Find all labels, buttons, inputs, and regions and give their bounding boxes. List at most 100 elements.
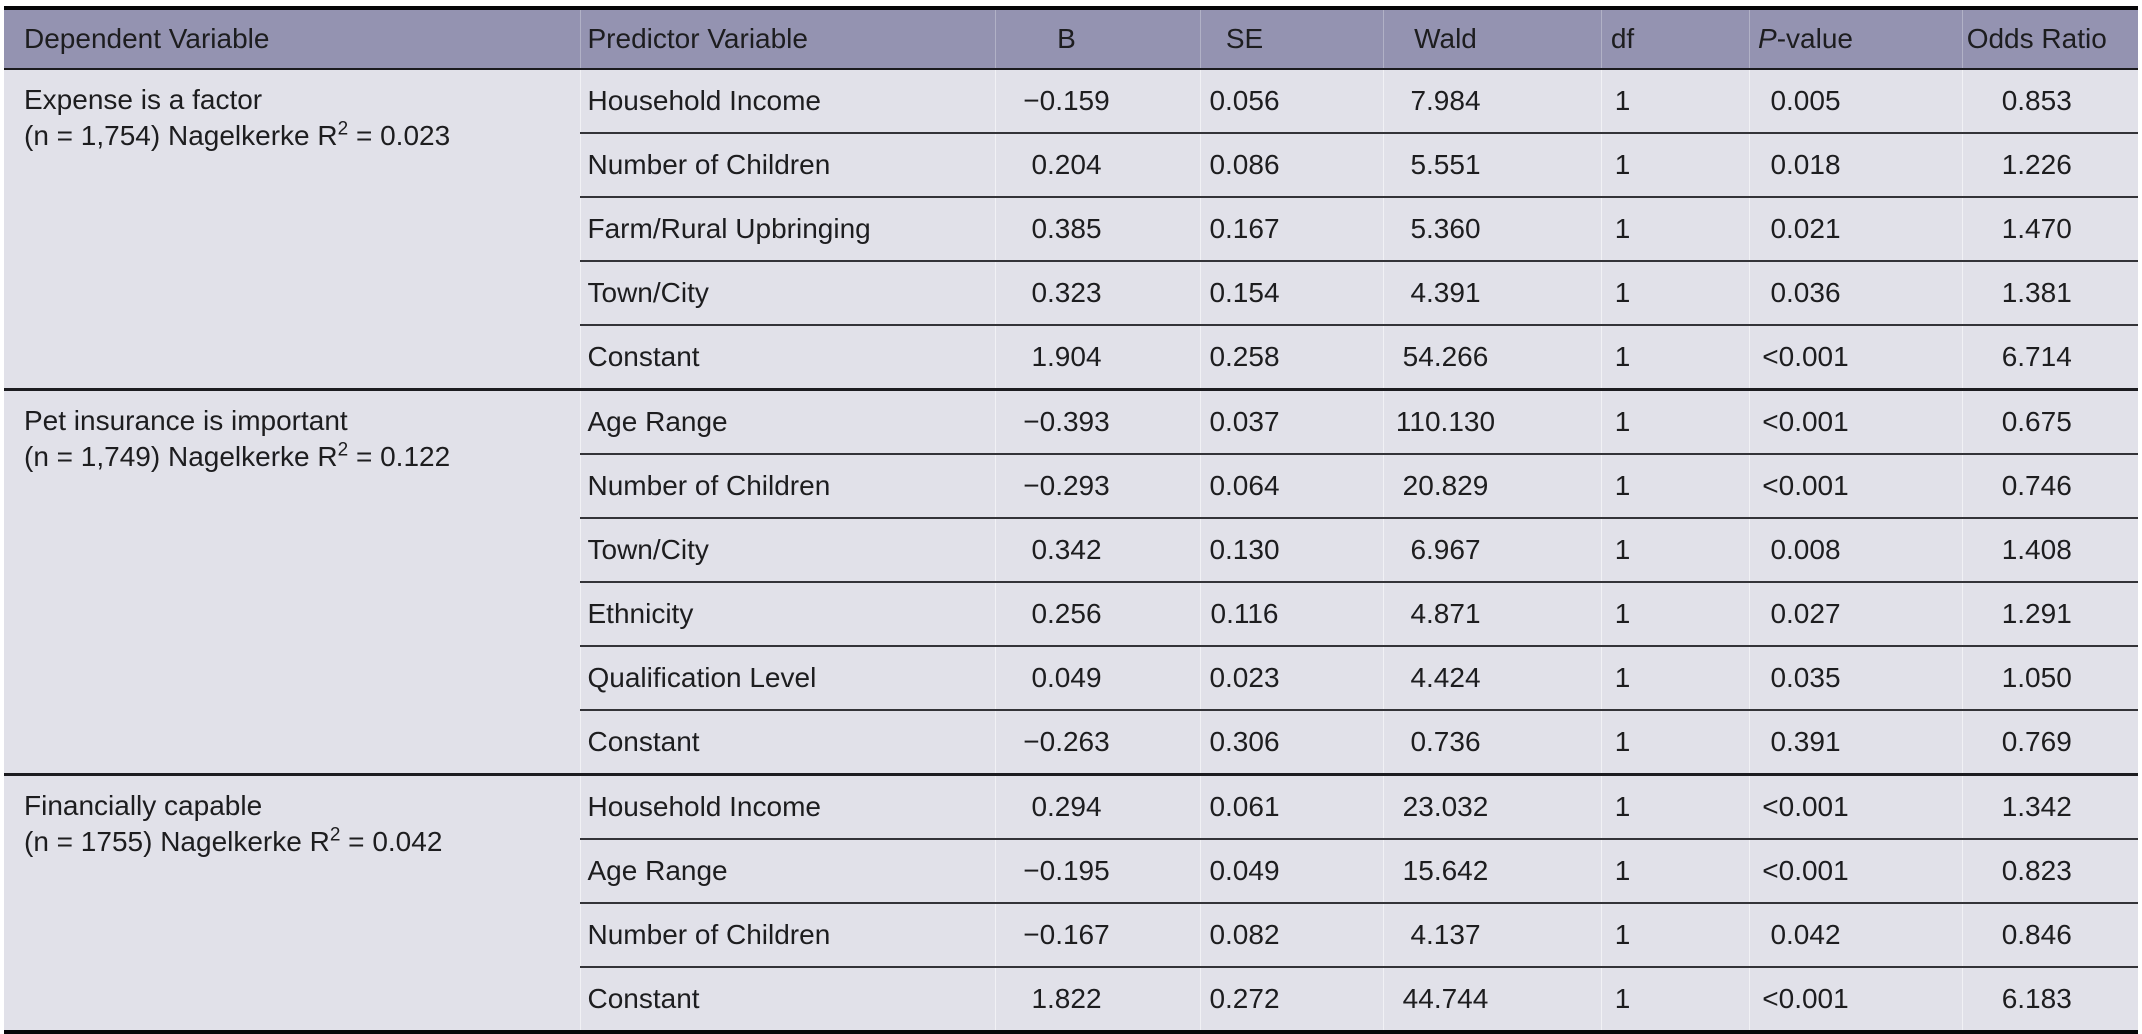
cell-predictor: Constant (579, 966, 995, 1032)
dependent-variable-name: Expense is a factor (24, 84, 263, 115)
cell-predictor: Constant (579, 709, 995, 775)
col-header-odds-ratio: Odds Ratio (1961, 8, 2138, 70)
col-header-predictor-variable: Predictor Variable (579, 8, 995, 70)
cell-df: 1 (1600, 902, 1749, 967)
cell-p-value: 0.036 (1748, 260, 1962, 325)
cell-wald: 5.360 (1382, 196, 1601, 261)
cell-df: 1 (1600, 388, 1749, 454)
predictor-row: Constant −0.263 0.306 0.736 1 0.391 0.769 (4, 709, 2138, 775)
cell-odds-ratio: 0.675 (1961, 388, 2138, 454)
cell-b: −0.393 (994, 388, 1200, 454)
cell-se: 0.167 (1199, 196, 1383, 261)
cell-wald: 4.391 (1382, 260, 1601, 325)
cell-b: −0.263 (994, 709, 1200, 775)
cell-odds-ratio: 0.769 (1961, 709, 2138, 775)
cell-odds-ratio: 0.746 (1961, 453, 2138, 518)
cell-odds-ratio: 0.853 (1961, 69, 2138, 133)
predictor-row: Ethnicity 0.256 0.116 4.871 1 0.027 1.291 (4, 581, 2138, 646)
cell-predictor: Household Income (579, 773, 995, 839)
cell-predictor: Number of Children (579, 453, 995, 518)
predictor-row: Qualification Level 0.049 0.023 4.424 1 0.035… (4, 645, 2138, 710)
cell-df: 1 (1600, 773, 1749, 839)
cell-se: 0.130 (1199, 517, 1383, 582)
dependent-variable-cell: Pet insurance is important (n = 1,749) Na… (4, 388, 580, 775)
cell-odds-ratio: 0.846 (1961, 902, 2138, 967)
cell-odds-ratio: 6.183 (1961, 966, 2138, 1032)
cell-df: 1 (1600, 453, 1749, 518)
col-header-df: df (1600, 8, 1749, 70)
table-body: Expense is a factor (n = 1,754) Nagelkerk… (4, 69, 2138, 1032)
cell-df: 1 (1600, 838, 1749, 903)
cell-df: 1 (1600, 581, 1749, 646)
cell-p-value: <0.001 (1748, 773, 1962, 839)
header-row: Dependent Variable Predictor Variable B … (4, 8, 2138, 70)
cell-p-value: <0.001 (1748, 324, 1962, 390)
col-header-dependent-variable: Dependent Variable (4, 8, 580, 70)
logistic-regression-table: Dependent Variable Predictor Variable B … (4, 6, 2138, 1034)
cell-predictor: Constant (579, 324, 995, 390)
predictor-row: Number of Children −0.293 0.064 20.829 1 <0.0… (4, 453, 2138, 518)
cell-odds-ratio: 1.050 (1961, 645, 2138, 710)
cell-b: 1.822 (994, 966, 1200, 1032)
cell-odds-ratio: 1.291 (1961, 581, 2138, 646)
cell-se: 0.306 (1199, 709, 1383, 775)
cell-p-value: <0.001 (1748, 388, 1962, 454)
cell-b: −0.195 (994, 838, 1200, 903)
cell-se: 0.037 (1199, 388, 1383, 454)
cell-wald: 7.984 (1382, 69, 1601, 133)
paper-page: Dependent Variable Predictor Variable B … (4, 6, 2138, 1034)
dependent-variable-cell: Financially capable (n = 1755) Nagelkerke… (4, 773, 580, 1032)
cell-df: 1 (1600, 260, 1749, 325)
predictor-row: Age Range −0.195 0.049 15.642 1 <0.001 0.823 (4, 838, 2138, 903)
cell-b: −0.293 (994, 453, 1200, 518)
cell-wald: 4.871 (1382, 581, 1601, 646)
cell-p-value: 0.008 (1748, 517, 1962, 582)
cell-wald: 0.736 (1382, 709, 1601, 775)
cell-predictor: Qualification Level (579, 645, 995, 710)
cell-se: 0.049 (1199, 838, 1383, 903)
cell-wald: 23.032 (1382, 773, 1601, 839)
cell-odds-ratio: 1.226 (1961, 132, 2138, 197)
cell-b: 0.256 (994, 581, 1200, 646)
cell-se: 0.272 (1199, 966, 1383, 1032)
p-value-italic-p: P (1758, 23, 1777, 54)
cell-predictor: Town/City (579, 260, 995, 325)
predictor-row: Financially capable (n = 1755) Nagelkerke… (4, 773, 2138, 1032)
cell-df: 1 (1600, 196, 1749, 261)
predictor-row: Number of Children 0.204 0.086 5.551 1 0.018 1… (4, 132, 2138, 197)
dependent-variable-cell: Expense is a factor (n = 1,754) Nagelkerk… (4, 69, 580, 390)
cell-p-value: <0.001 (1748, 966, 1962, 1032)
cell-df: 1 (1600, 966, 1749, 1032)
cell-b: 0.204 (994, 132, 1200, 197)
cell-p-value: <0.001 (1748, 453, 1962, 518)
predictor-row: Farm/Rural Upbringing 0.385 0.167 5.360 1 0.0… (4, 196, 2138, 261)
cell-p-value: 0.018 (1748, 132, 1962, 197)
cell-b: 0.323 (994, 260, 1200, 325)
dependent-variable-note: (n = 1755) Nagelkerke R2 = 0.042 (24, 824, 443, 857)
cell-df: 1 (1600, 645, 1749, 710)
predictor-row: Number of Children −0.167 0.082 4.137 1 0.042… (4, 902, 2138, 967)
col-header-b: B (994, 8, 1200, 70)
cell-b: 0.342 (994, 517, 1200, 582)
cell-p-value: 0.027 (1748, 581, 1962, 646)
dependent-variable-name: Pet insurance is important (24, 405, 348, 436)
cell-wald: 110.130 (1382, 388, 1601, 454)
table-header: Dependent Variable Predictor Variable B … (4, 8, 2138, 70)
predictor-row: Town/City 0.323 0.154 4.391 1 0.036 1.381 (4, 260, 2138, 325)
dependent-variable-name: Financially capable (24, 790, 263, 821)
cell-df: 1 (1600, 69, 1749, 133)
cell-se: 0.023 (1199, 645, 1383, 710)
cell-p-value: 0.021 (1748, 196, 1962, 261)
cell-predictor: Town/City (579, 517, 995, 582)
cell-predictor: Ethnicity (579, 581, 995, 646)
cell-df: 1 (1600, 132, 1749, 197)
cell-wald: 44.744 (1382, 966, 1601, 1032)
cell-wald: 6.967 (1382, 517, 1601, 582)
cell-se: 0.061 (1199, 773, 1383, 839)
cell-p-value: 0.035 (1748, 645, 1962, 710)
cell-p-value: 0.042 (1748, 902, 1962, 967)
cell-odds-ratio: 0.823 (1961, 838, 2138, 903)
cell-df: 1 (1600, 324, 1749, 390)
cell-se: 0.064 (1199, 453, 1383, 518)
cell-se: 0.086 (1199, 132, 1383, 197)
